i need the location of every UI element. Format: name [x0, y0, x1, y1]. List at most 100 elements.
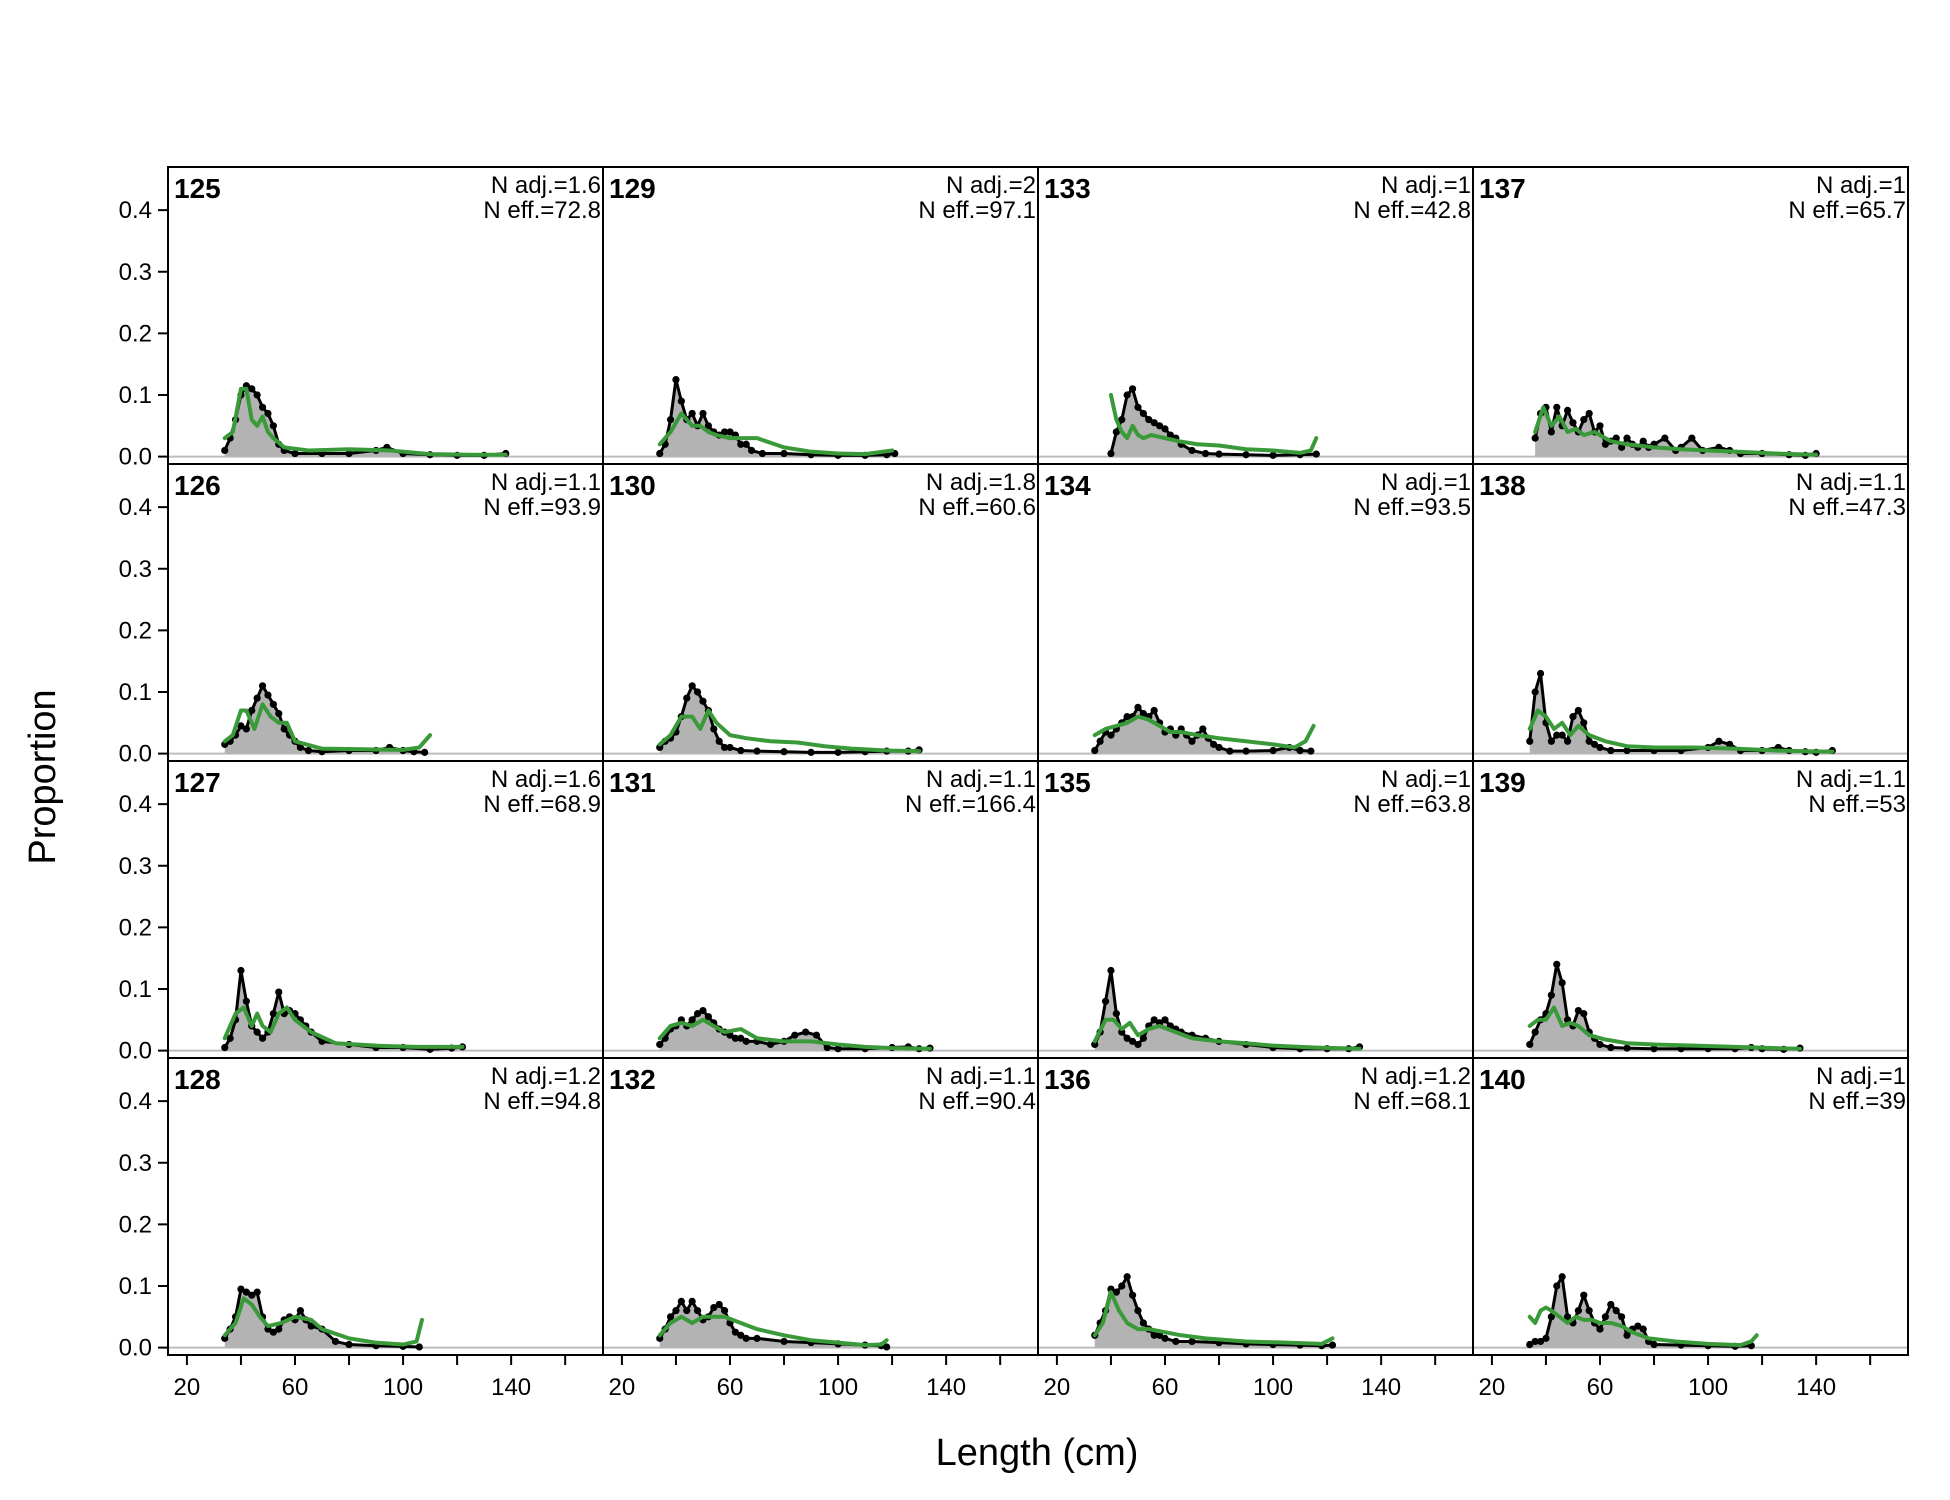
panel-label: 133: [1044, 173, 1091, 204]
observed-point: [275, 709, 283, 718]
observed-point: [1563, 1313, 1572, 1321]
observed-point: [1618, 1313, 1626, 1321]
expected-line: [222, 702, 433, 752]
n-eff-label: N eff.=97.1: [918, 197, 1036, 224]
x-tick-label: 140: [926, 1374, 966, 1401]
observed-point: [237, 1285, 245, 1293]
n-eff-label: N eff.=65.7: [1788, 197, 1906, 224]
observed-point: [258, 682, 267, 690]
observed-point: [780, 449, 788, 458]
observed-point: [1161, 1334, 1169, 1342]
panel-label: 125: [174, 173, 221, 204]
observed-point: [693, 1307, 702, 1315]
n-eff-label: N eff.=53: [1808, 791, 1906, 818]
observed-point: [1128, 1291, 1137, 1299]
panel-plot-area: [603, 1058, 1038, 1355]
observed-point: [1328, 1341, 1337, 1349]
observed-point: [253, 1288, 261, 1296]
panel-label: 136: [1044, 1064, 1091, 1095]
x-tick-label: 60: [1587, 1374, 1614, 1401]
n-adj-label: N adj.=2: [946, 172, 1036, 199]
observed-point: [1623, 1044, 1631, 1052]
observed-point: [693, 1010, 702, 1018]
observed-point: [807, 748, 815, 756]
observed-point: [1574, 1006, 1582, 1015]
x-tick-label: 100: [1253, 1374, 1293, 1401]
y-tick-label: 0.3: [119, 1150, 152, 1177]
observed-point: [766, 1040, 775, 1049]
expected-line: [657, 411, 895, 457]
observed-point: [253, 1028, 261, 1036]
y-tick-label: 0.1: [119, 976, 152, 1003]
observed-area: [659, 1301, 887, 1348]
observed-point: [737, 440, 745, 448]
y-tick-label: 0.0: [119, 1038, 152, 1065]
observed-point: [421, 748, 429, 756]
observed-point: [1242, 451, 1250, 459]
observed-point: [1139, 709, 1147, 718]
observed-point: [242, 997, 250, 1005]
panel-label: 131: [609, 767, 656, 798]
observed-point: [275, 1325, 283, 1333]
observed-point: [221, 740, 229, 748]
observed-point: [1596, 422, 1604, 430]
observed-point: [1563, 737, 1572, 745]
observed-point: [1601, 1313, 1609, 1321]
panel-126: 126 N adj.=1.1N eff.=93.9: [167, 463, 604, 762]
observed-point: [753, 1334, 761, 1342]
observed-point: [1123, 391, 1131, 399]
observed-point: [1118, 416, 1126, 424]
observed-point: [1558, 979, 1566, 987]
panel-plot-area: [1038, 464, 1473, 761]
observed-point: [731, 1328, 739, 1336]
observed-point: [1563, 406, 1572, 414]
observed-point: [1201, 449, 1210, 458]
observed-point: [1118, 1028, 1126, 1036]
expected-line: [1527, 1305, 1759, 1348]
panel-label: 132: [609, 1064, 656, 1095]
axes: 0.0 0.1 0.2 0.3 0.4 0.0 0.1 0.2 0.3 0.4 0.0 0.1 0.2 0…: [119, 197, 1872, 1401]
expected-line: [1108, 392, 1319, 455]
observed-point: [258, 403, 267, 411]
observed-point: [1188, 1337, 1196, 1346]
y-tick-label: 0.4: [119, 494, 152, 521]
observed-point: [1623, 1331, 1631, 1339]
observed-point: [264, 409, 272, 418]
expected-line: [1092, 1017, 1362, 1051]
observed-point: [1547, 428, 1555, 436]
y-tick-label: 0.1: [119, 382, 152, 409]
observed-point: [1188, 446, 1196, 455]
observed-point: [248, 1291, 256, 1299]
panel-135: 135 N adj.=1N eff.=63.8: [1037, 760, 1474, 1059]
expected-line: [222, 386, 508, 457]
n-adj-label: N adj.=1.1: [926, 1063, 1036, 1090]
expected-line: [1092, 1290, 1335, 1346]
observed-point: [710, 725, 718, 733]
panel-label: 126: [174, 470, 221, 501]
observed-point: [812, 1031, 821, 1039]
n-eff-label: N eff.=47.3: [1788, 494, 1906, 521]
expected-line: [1092, 714, 1316, 750]
y-tick-label: 0.2: [119, 1211, 152, 1238]
observed-point: [1215, 450, 1223, 458]
panel-label: 140: [1479, 1064, 1526, 1095]
observed-point: [1123, 1273, 1131, 1281]
observed-point: [656, 743, 664, 752]
expected-line: [1527, 1005, 1802, 1051]
observed-point: [242, 1288, 250, 1296]
observed-point: [666, 1313, 675, 1321]
panel-label: 137: [1479, 173, 1526, 204]
observed-point: [269, 1328, 277, 1336]
observed-point: [688, 1016, 696, 1024]
observed-point: [780, 1337, 788, 1346]
y-tick-label: 0.1: [119, 1273, 152, 1300]
observed-point: [1123, 713, 1131, 721]
observed-point: [269, 422, 277, 430]
n-eff-label: N eff.=93.5: [1353, 494, 1471, 521]
expected-line: [222, 1296, 424, 1347]
panel-label: 138: [1479, 470, 1526, 501]
observed-point: [699, 409, 707, 418]
x-tick-label: 100: [818, 1374, 858, 1401]
n-adj-label: N adj.=1.6: [491, 172, 601, 199]
